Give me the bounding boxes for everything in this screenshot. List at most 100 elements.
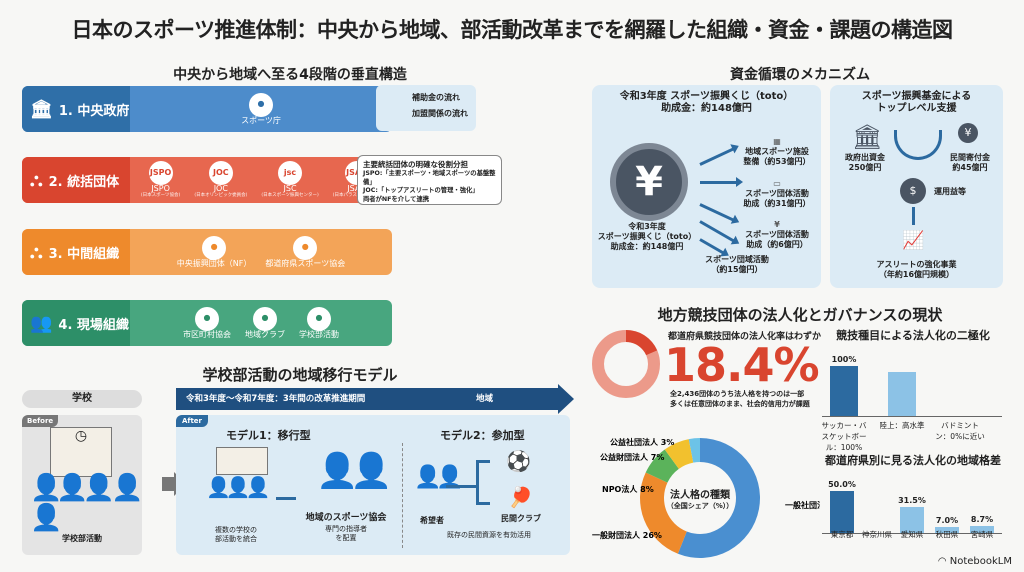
org-name: JOC: [213, 184, 228, 194]
before-box: Before ◷ 👤👤👤 👤👤 学校部活動: [22, 415, 144, 555]
flow-label: スポーツ団体活動: [745, 230, 809, 239]
org-mark: JOC: [212, 167, 229, 177]
bar-category-label: 秋田県: [935, 530, 959, 539]
tier-lead: ⛬ 2. 統括団体: [22, 157, 130, 203]
caption-line: を配置: [335, 533, 357, 542]
brand-label: NotebookLM: [949, 556, 1012, 567]
donut-label: 一般社団法人 56%: [785, 500, 820, 510]
model2-arrow: [446, 485, 476, 488]
school-title: 学校部活動の地域移行モデル: [202, 366, 398, 384]
rate-note-line: 全2,436団体のうち法人格を持つのは一部: [670, 390, 805, 398]
bar-value-label: 7.0%: [935, 516, 959, 526]
org-chart-icon: ⛬: [30, 241, 43, 263]
tier-orgs: ● スポーツ庁: [130, 86, 392, 132]
school-building-icon: [216, 447, 268, 475]
rate-note-line: 多くは任意団体のまま、社会的信用力が課題: [670, 399, 810, 408]
students-icon: 👤👤👤 👤👤: [30, 473, 144, 533]
fund-title: スポーツ振興基金による: [861, 91, 972, 102]
org-name: 市区町村協会: [183, 329, 231, 339]
legend-subsidy: 補助金の流れ: [412, 93, 460, 102]
donut-slice: [645, 449, 679, 483]
dollar-hand-icon: $: [900, 178, 926, 204]
role-callout: 主要統括団体の明確な役割分担 JSPO:「主要スポーツ・地域スポーツの基盤整備」…: [357, 155, 502, 205]
tier-2: ⛬ 2. 統括団体 JSPO JSPO (日本スポーツ協会) JOC JOC (日本オリンピッ…: [22, 157, 392, 203]
growth-chart-icon: 📈: [902, 230, 925, 251]
donut-label: 公益財団法人 7%: [600, 452, 664, 462]
before-caption: 学校部活動: [62, 534, 102, 543]
by-sport-bar-chart: 100% サッカー・バスケットボール：100% 陸上：高水準 バドミントン：0%に近い: [822, 355, 1002, 452]
tier-orgs: ● 市区町村協会 ● 地域クラブ ● 学校部活動: [130, 300, 392, 346]
flow-label: スポーツ団体活動: [745, 189, 809, 198]
bar-value-label: 31.5%: [898, 495, 926, 505]
gov-amount: 250億円: [848, 163, 882, 172]
bar: [888, 372, 916, 416]
flow-groups: ▭ スポーツ団体活動 助成（約31億円）: [737, 179, 817, 209]
org-name: 都道府県スポーツ協会: [265, 258, 346, 268]
bar-category-label: 神奈川県: [862, 530, 892, 539]
donut-label: 公益社団法人 3%: [610, 437, 674, 447]
org-item: JSPO JSPO (日本スポーツ協会): [141, 161, 180, 199]
structure-title: 中央から地域へ至る4段階の垂直構造: [173, 67, 407, 83]
down-arrow: [912, 207, 915, 225]
bike-icon: ●: [253, 306, 277, 331]
association-title: 地域のスポーツ協会: [305, 513, 387, 523]
investment-return: 運用益等: [934, 187, 966, 196]
government-building-icon: 🏛: [30, 98, 53, 120]
bar: [935, 527, 959, 533]
donut-slice: [688, 438, 700, 463]
org-item: JOC JOC (日本オリンピック委員会): [194, 161, 247, 199]
flow-amount: 助成（約31億円）: [743, 199, 811, 208]
notebooklm-icon: ◠: [937, 556, 950, 567]
coin-label-line: スポーツ振興くじ（toto）: [597, 232, 697, 241]
tier-3: ⛬ 3. 中間組織 ● 中央振興団体（NF） ● 都道府県スポーツ協会: [22, 229, 392, 275]
org-name: 地域クラブ: [245, 329, 285, 339]
flow-arrow: [699, 203, 736, 222]
legend: 補助金の流れ 加盟関係の流れ: [376, 85, 476, 131]
tier-lead: ⛬ 3. 中間組織: [22, 229, 130, 275]
org-mark: JSAD: [346, 168, 368, 178]
donut-center-sub: （全国シェア（%））: [666, 502, 734, 510]
school-pill: 学校: [22, 390, 142, 408]
rate-ring: [592, 330, 660, 398]
org-item: ● 市区町村協会: [183, 306, 231, 340]
people-icon: ●: [202, 235, 227, 260]
model2-title: モデル2：参加型: [440, 429, 525, 442]
bar: [970, 525, 994, 533]
rate-ring-fill: [592, 330, 660, 398]
governance-title: 地方競技団体の法人化とガバナンスの現状: [657, 306, 943, 324]
flow-arrow: [699, 147, 736, 166]
coin-label-line: 令和3年度: [628, 222, 666, 231]
transition-arrowhead: [558, 384, 574, 414]
fund-title: トップレベル支援: [876, 103, 957, 114]
tier-label: 2. 統括団体: [48, 174, 120, 190]
coin-label: 令和3年度 スポーツ振興くじ（toto） 助成金：約148億円: [592, 222, 702, 252]
private-amount: 約45億円: [952, 163, 988, 172]
callout-line: JSPO:「主要スポーツ・地域スポーツの基盤整備」: [363, 170, 496, 186]
after-tag: After: [176, 415, 209, 427]
org-item: ● 中央振興団体（NF）: [177, 235, 251, 269]
callout-line: 両者がNFを介して連携: [363, 195, 430, 203]
applicants-label: 希望者: [420, 516, 444, 525]
flow-arrow: [700, 177, 743, 187]
org-name: 学校部活動: [299, 329, 339, 339]
fund-panel: スポーツ振興基金による トップレベル支援 🏛 政府出資金 250億円 ¥ 民間寄付…: [830, 85, 1003, 288]
org-logo: jsc: [278, 161, 303, 186]
tier-1: 🏛 1. 中央政府 ● スポーツ庁: [22, 86, 392, 132]
org-fullname: (日本スポーツ協会): [140, 192, 181, 198]
athlete-program: アスリートの強化事業 （年約16億円規模）: [830, 260, 1003, 280]
caption-line: 複数の学校の: [215, 526, 257, 534]
model1-arrow: [276, 497, 296, 500]
transition-period-arrow: 令和3年度〜令和7年度：3年間の改革推進期間 地域: [176, 388, 560, 410]
bar-category-label: 東京都: [830, 530, 854, 539]
donut-slice: [640, 472, 687, 554]
private-label: 民間寄付金: [950, 153, 990, 162]
org-item: ● スポーツ庁: [241, 92, 281, 126]
flow-amount: 整備（約53億円）: [743, 157, 811, 166]
bar: [900, 506, 924, 533]
org-item: ● 都道府県スポーツ協会: [265, 235, 346, 269]
coach-icon: 👤: [350, 451, 392, 491]
org-logo: JSPO: [148, 161, 173, 186]
bank-icon: 🏛: [852, 123, 883, 151]
org-name: JSC: [283, 184, 297, 194]
model-divider: [402, 443, 403, 548]
